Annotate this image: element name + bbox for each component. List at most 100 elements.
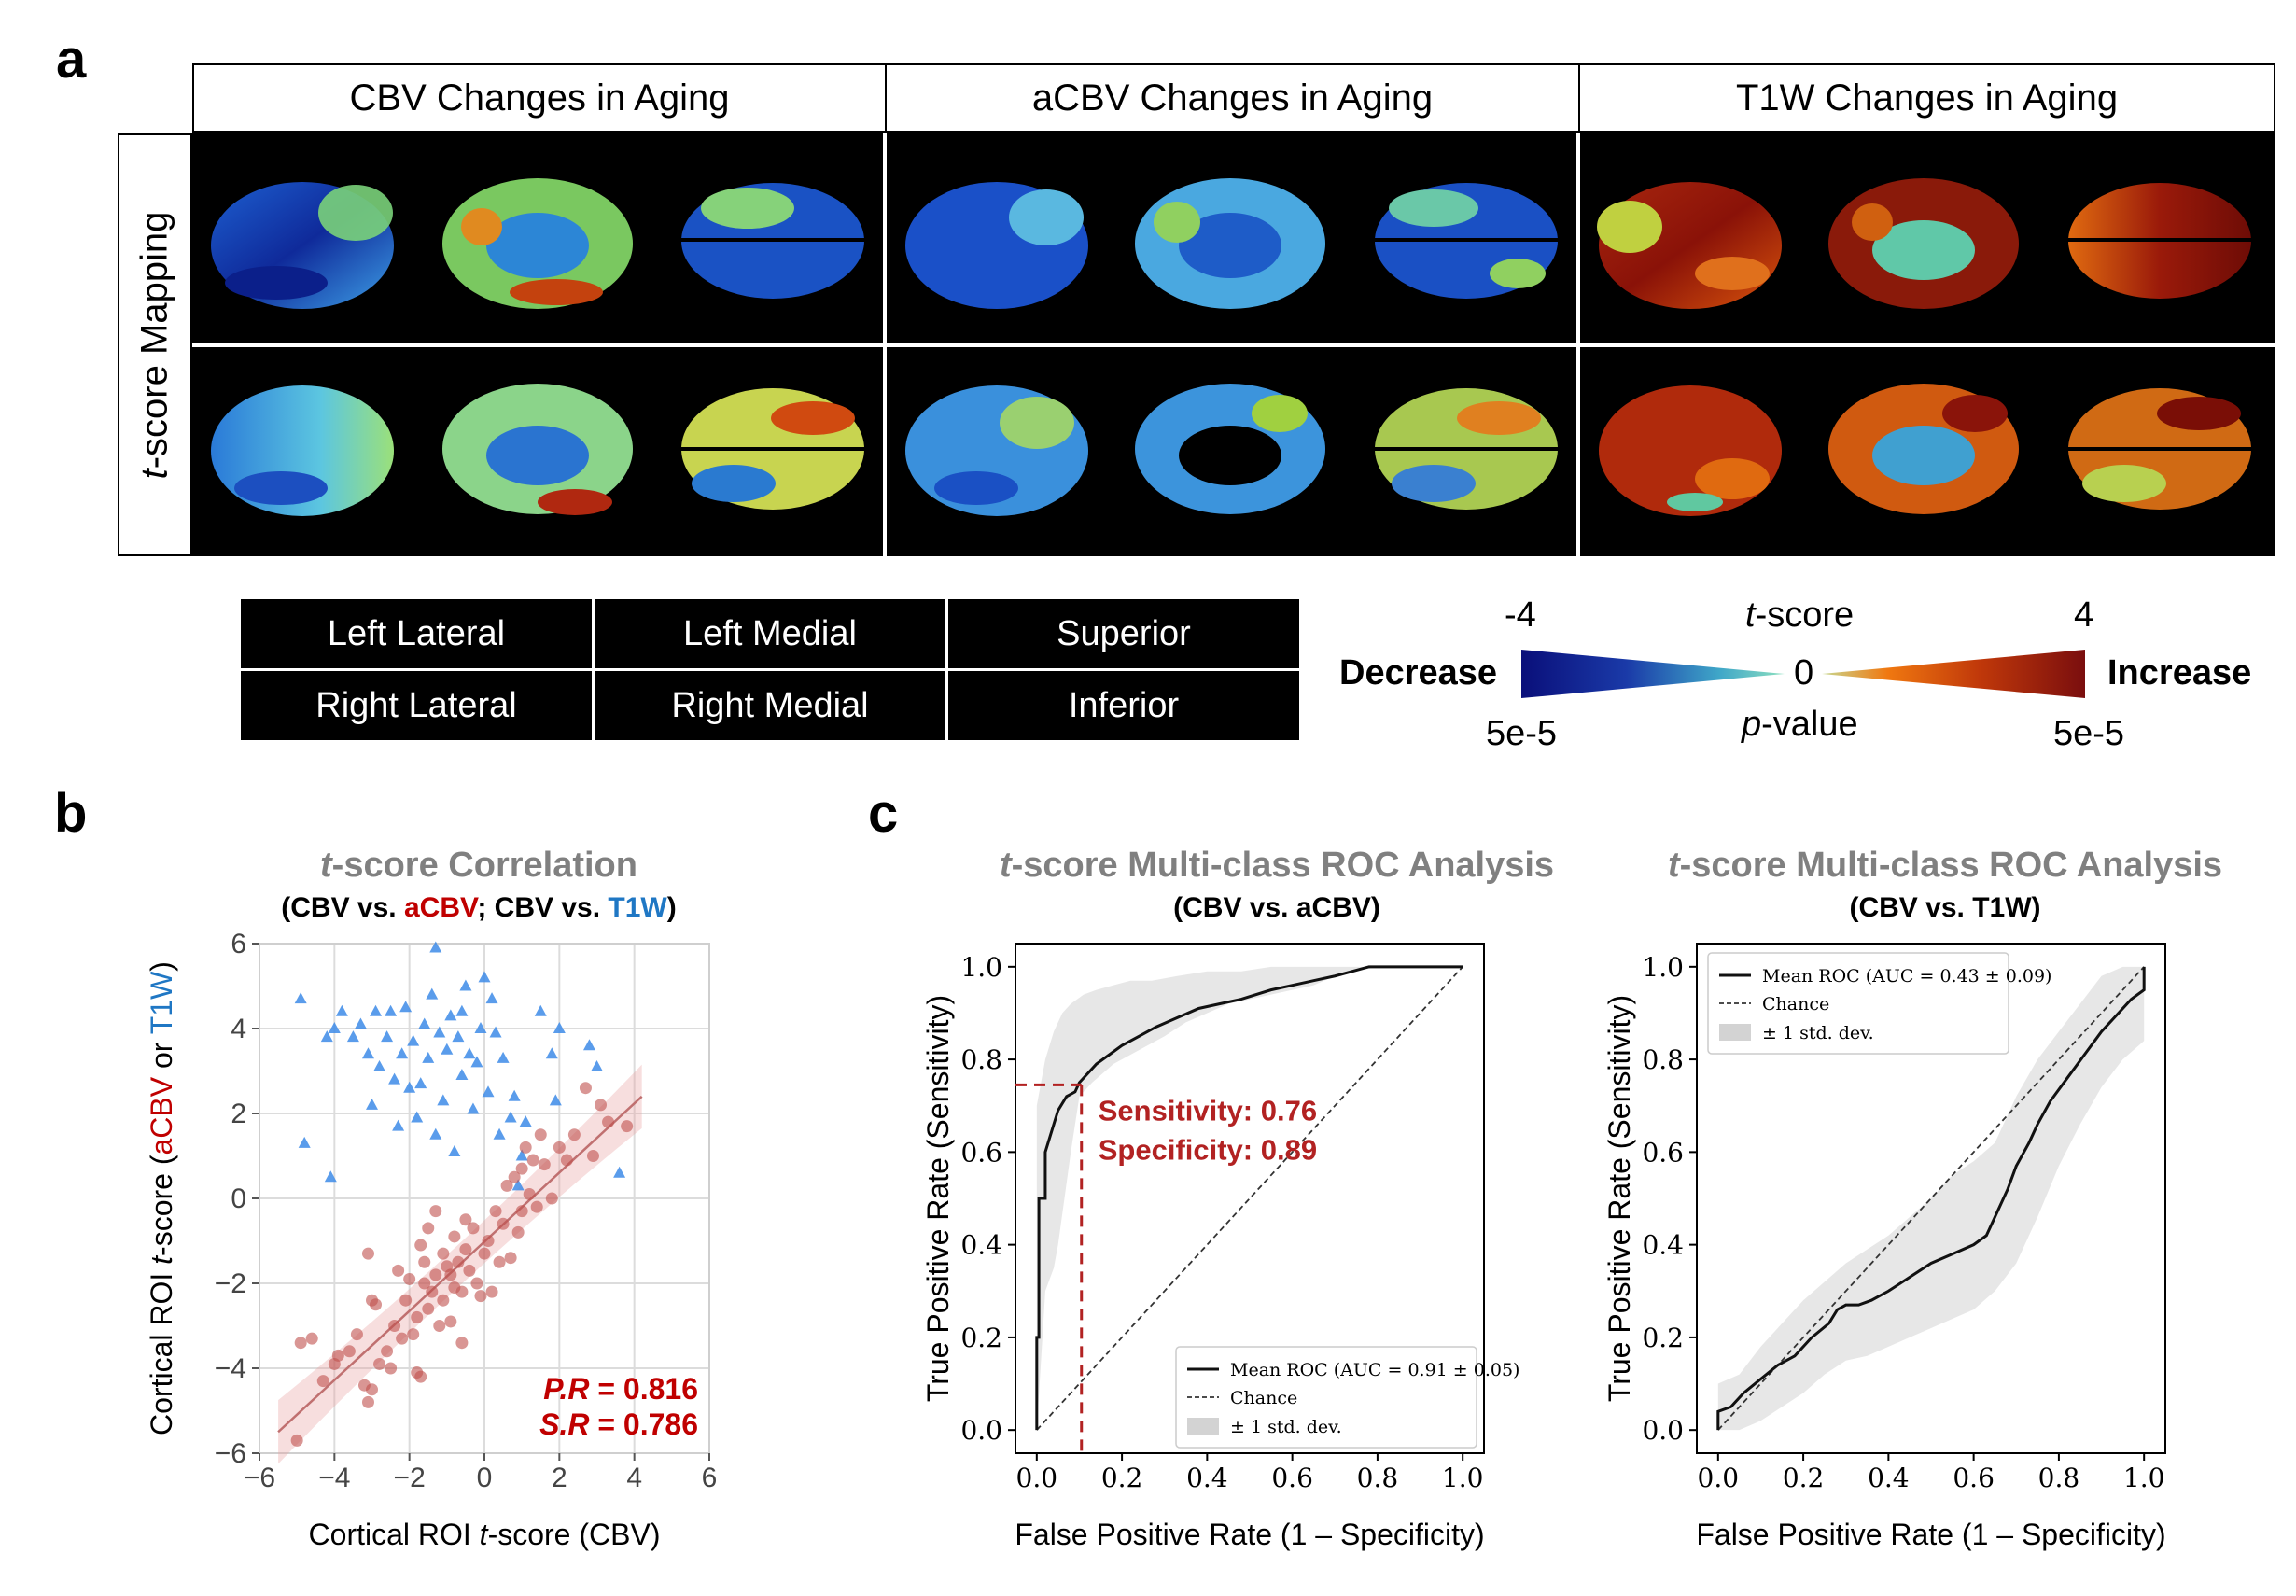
t1w-point <box>452 1030 465 1043</box>
acbv-point <box>515 1162 528 1175</box>
t1w-point <box>324 1170 337 1183</box>
colorbar-wedges <box>1521 650 2085 698</box>
spearman-r-annotation: S.R = 0.786 <box>539 1407 698 1441</box>
t1w-point <box>441 1043 454 1055</box>
acbv-point <box>553 1141 566 1154</box>
t1w-point <box>328 1022 341 1033</box>
roc-xtick-label: 0.4 <box>1868 1463 1910 1493</box>
scatter-plot: −6 −4 −2 0 2 4 6 −6 −4 −2 0 2 4 6 Cortical ROI t-score… <box>145 929 717 1551</box>
roc-ytick-label: 0.2 <box>960 1323 1002 1353</box>
t1w-point <box>459 979 472 991</box>
t1w-point <box>335 1004 348 1016</box>
t1w-point <box>411 1111 424 1123</box>
acbv-point <box>459 1243 472 1256</box>
roc-left-subtitle: (CBV vs. aCBV) <box>1173 892 1380 923</box>
t1w-point <box>385 1004 398 1016</box>
brain-map-grid <box>192 133 2275 556</box>
view-legend-inferior: Inferior <box>948 671 1299 740</box>
colorbar-center-bottom: p-value <box>1742 705 1858 744</box>
roc-ytick-label: 1.0 <box>960 952 1002 983</box>
acbv-point <box>500 1179 513 1192</box>
acbv-point <box>392 1264 405 1277</box>
colorbar-positive-wedge <box>1822 650 2085 698</box>
roc-xtick-label: 0.2 <box>1783 1463 1825 1493</box>
scatter-ytick-label: 2 <box>231 1099 246 1129</box>
acbv-point <box>463 1264 476 1277</box>
t1w-point <box>582 1039 595 1051</box>
colorbar-negative-wedge <box>1521 650 1785 698</box>
brain-cbv-bottom-lateral <box>211 385 394 516</box>
acbv-point <box>399 1294 413 1307</box>
roc-ytick-label: 0.0 <box>960 1415 1002 1446</box>
t1w-point <box>426 987 439 1000</box>
roc-xtick-label: 0.2 <box>1101 1463 1143 1493</box>
acbv-point <box>478 1247 491 1260</box>
view-legend-right-medial: Right Medial <box>595 671 945 740</box>
acbv-point <box>429 1268 442 1281</box>
acbv-point <box>433 1320 446 1332</box>
acbv-point <box>467 1222 480 1235</box>
acbv-point <box>497 1217 510 1230</box>
colorbar-decrease-label: Decrease <box>1339 653 1498 693</box>
acbv-point <box>595 1099 608 1112</box>
roc-ytick-label: 0.4 <box>1642 1230 1684 1261</box>
roc-xtick-label: 1.0 <box>1442 1463 1484 1493</box>
acbv-point <box>489 1205 502 1218</box>
t1w-point <box>429 1127 442 1140</box>
scatter-ytick-label: 0 <box>231 1183 246 1214</box>
roc-ytick-label: 0.6 <box>1642 1137 1684 1168</box>
t1w-point <box>354 1017 367 1029</box>
roc-ytick-label: 0.8 <box>960 1044 1002 1075</box>
acbv-point <box>407 1328 420 1341</box>
brain-cbv-bottom-inferior <box>681 388 864 510</box>
roc-legend: Mean ROC (AUC = 0.43 ± 0.09) Chance ± 1 st… <box>1707 952 2051 1055</box>
acbv-point <box>545 1192 558 1205</box>
column-header-t1w: T1W Changes in Aging <box>1578 63 2275 133</box>
roc-ytick-label: 0.2 <box>1642 1323 1684 1353</box>
acbv-point <box>515 1205 528 1218</box>
acbv-point <box>511 1225 525 1239</box>
roc-right-plot: 0.0 0.2 0.4 0.6 0.8 1.0 0.0 0.2 0.4 0.6 0.8 1.0 Fals… <box>1603 943 2166 1551</box>
roc-xtick-label: 0.0 <box>1016 1463 1058 1493</box>
acbv-point <box>579 1082 592 1095</box>
acbv-point <box>418 1277 431 1290</box>
acbv-point <box>470 1277 483 1290</box>
t1w-point <box>294 992 307 1004</box>
t1w-point <box>422 1051 435 1063</box>
t1w-point <box>392 1119 405 1131</box>
scatter-xtick-label: −4 <box>318 1463 350 1493</box>
t1w-point <box>545 1047 558 1059</box>
t1w-point <box>373 1059 386 1071</box>
t1w-point <box>613 1166 626 1178</box>
roc-ytick-label: 0.4 <box>960 1230 1002 1261</box>
acbv-point <box>403 1272 416 1285</box>
brain-t1w-bottom-medial <box>1828 384 2019 514</box>
acbv-point <box>429 1205 442 1218</box>
view-legend-left-lateral: Left Lateral <box>241 599 592 668</box>
acbv-point <box>519 1141 532 1154</box>
brain-acbv-top-lateral <box>905 182 1088 309</box>
acbv-point <box>526 1154 539 1167</box>
legend-std-label: ± 1 std. dev. <box>1762 1023 1874 1043</box>
t1w-point <box>511 1179 525 1191</box>
t1w-point <box>437 1094 450 1106</box>
sensitivity-annotation: Sensitivity: 0.76 <box>1099 1094 1317 1127</box>
roc-legend-box <box>1707 952 2009 1055</box>
roc-xtick-label: 0.6 <box>1271 1463 1313 1493</box>
brain-t1w-top-lateral <box>1597 182 1782 309</box>
acbv-point <box>373 1357 386 1370</box>
panel-b-letter: b <box>54 783 88 844</box>
acbv-point <box>343 1345 356 1358</box>
scatter-title: t-score Correlation <box>320 846 637 885</box>
t1w-point <box>485 992 498 1004</box>
acbv-point <box>396 1332 409 1345</box>
colorbar-left-top: -4 <box>1505 595 1536 635</box>
roc-right-subtitle: (CBV vs. T1W) <box>1849 892 2041 923</box>
roc-ytick-label: 0.0 <box>1642 1415 1684 1446</box>
roc-legend-box <box>1175 1346 1477 1449</box>
roc-xtick-label: 0.0 <box>1698 1463 1740 1493</box>
roc-xlabel: False Positive Rate (1 – Specificity) <box>1015 1518 1484 1551</box>
colorbar-right-top: 4 <box>2074 595 2094 635</box>
roc-ylabel: True Positive Rate (Sensitivity) <box>924 995 955 1402</box>
acbv-point <box>414 1370 427 1383</box>
